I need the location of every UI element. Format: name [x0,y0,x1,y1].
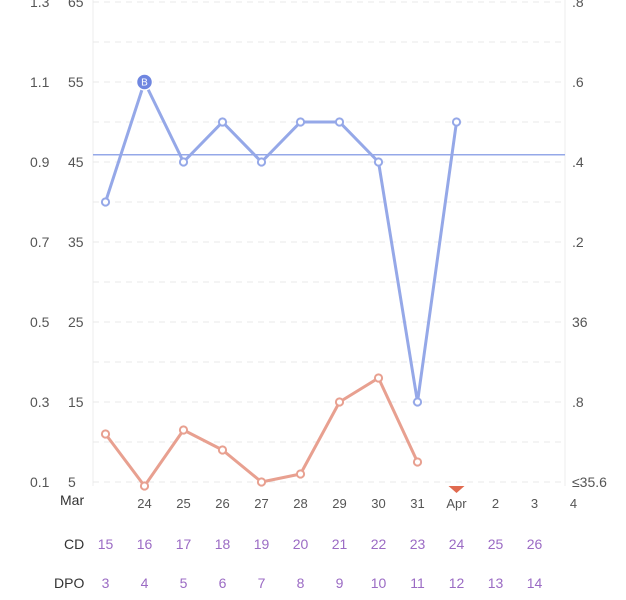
month-label: Mar [60,492,84,508]
left-axis-1-tick: 0.5 [30,314,50,330]
left-axis-2-tick: 5 [68,474,76,490]
right-axis-tick-partial: .8 [572,0,584,10]
data-point[interactable] [451,117,462,127]
right-axis-tick: 36 [572,314,588,330]
info-rows: CD 15 16 17 18 19 20 21 22 23 24 25 26 DPO 3 4 5 6 7 8 9 10 11… [54,536,542,591]
right-axis-tick: .6 [572,74,584,90]
dpo-value: 14 [527,575,543,591]
dpo-value: 7 [258,575,266,591]
cd-value: 15 [98,536,114,552]
x-tick: 4 [570,496,577,511]
x-tick: 2 [492,496,499,511]
x-tick: 3 [531,496,538,511]
cd-value: 16 [137,536,153,552]
cd-value: 19 [254,536,270,552]
left-axis-1-tick: 0.1 [30,474,50,490]
dpo-value: 9 [336,575,344,591]
left-axis-2-tick: 35 [68,234,84,250]
cd-value: 23 [410,536,426,552]
x-tick: 26 [215,496,229,511]
dpo-value: 12 [449,575,465,591]
data-point[interactable] [295,469,306,479]
x-tick: 25 [176,496,190,511]
grid [92,0,566,486]
data-point[interactable] [217,117,228,127]
x-tick: 29 [332,496,346,511]
right-axis-tick: .8 [572,394,584,410]
left-axis-2-tick-partial: 65 [68,0,84,10]
cd-value: 24 [449,536,465,552]
left-axis-1-tick-partial: 1.3 [30,0,50,10]
marked-point-label: B [141,78,148,89]
left-axis-2-tick: 25 [68,314,84,330]
cd-value: 25 [488,536,504,552]
cd-value: 17 [176,536,192,552]
x-tick: Apr [446,496,467,511]
data-point[interactable] [100,429,111,439]
data-point[interactable] [373,157,384,167]
cd-label: CD [64,536,84,552]
left-axis-1-tick: 1.1 [30,74,50,90]
x-tick: 27 [254,496,268,511]
cd-value: 20 [293,536,309,552]
dpo-label: DPO [54,575,84,591]
dpo-value: 13 [488,575,504,591]
data-point[interactable] [412,397,423,407]
data-point[interactable] [295,117,306,127]
left-axis-1-tick: 0.9 [30,154,50,170]
today-marker-icon [448,486,465,493]
right-axis-tick: ≤35.6 [572,474,607,490]
dpo-value: 8 [297,575,305,591]
dpo-value: 4 [141,575,149,591]
series-line-0 [104,80,458,404]
x-tick: 30 [371,496,385,511]
data-point[interactable] [100,197,111,207]
cd-value: 26 [527,536,543,552]
series: B [100,73,462,491]
data-point[interactable] [139,481,150,491]
left-axis-2-tick: 45 [68,154,84,170]
dpo-value: 3 [102,575,110,591]
dpo-value: 11 [410,575,425,591]
dpo-value: 6 [219,575,227,591]
cd-value: 18 [215,536,231,552]
data-point[interactable] [178,157,189,167]
right-axis-tick: .4 [572,154,584,170]
dpo-value: 5 [180,575,188,591]
data-point[interactable] [217,445,228,455]
cd-value: 22 [371,536,387,552]
x-tick: 31 [410,496,424,511]
left-axis-1-tick: 0.3 [30,394,50,410]
series-line-1 [104,376,419,488]
left-axis-2-tick: 55 [68,74,84,90]
data-point[interactable] [256,477,267,487]
data-point[interactable] [373,373,384,383]
dpo-value: 10 [371,575,387,591]
left-axis-1-tick: 0.7 [30,234,50,250]
data-point[interactable] [334,117,345,127]
x-tick: 28 [293,496,307,511]
marked-point[interactable] [135,73,154,91]
data-point[interactable] [178,425,189,435]
x-tick: 24 [137,496,151,511]
data-point[interactable] [256,157,267,167]
data-point[interactable] [334,397,345,407]
data-point[interactable] [412,457,423,467]
cd-value: 21 [332,536,348,552]
right-axis-tick: .2 [572,234,584,250]
axes: 1.1 55 .6 0.9 45 .4 0.7 35 .2 0.5 25 36 0.3 15 .8 0.1 5 ≤… [30,0,607,511]
left-axis-2-tick: 15 [68,394,84,410]
